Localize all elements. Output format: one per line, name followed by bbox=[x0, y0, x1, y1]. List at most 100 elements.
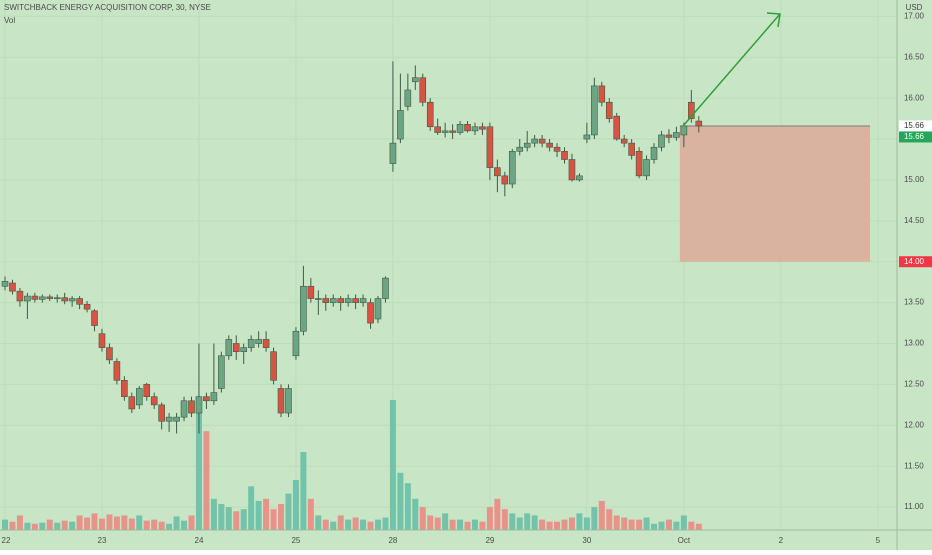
volume-bar bbox=[442, 513, 449, 530]
candle-body bbox=[464, 124, 471, 132]
volume-bar bbox=[98, 518, 105, 530]
volume-bar bbox=[494, 498, 501, 530]
volume-bar bbox=[46, 519, 53, 530]
volume-bar bbox=[24, 522, 31, 530]
candle-body bbox=[247, 339, 255, 348]
candle-body bbox=[404, 89, 412, 107]
volume-bar bbox=[516, 517, 523, 530]
volume-bar bbox=[69, 521, 76, 530]
candle-body bbox=[389, 142, 397, 164]
x-tick-label: 5 bbox=[876, 536, 881, 545]
volume-bar bbox=[91, 513, 98, 530]
candle-body bbox=[46, 296, 54, 299]
volume-bar bbox=[292, 480, 299, 530]
volume-bar bbox=[255, 500, 262, 530]
volume-bar bbox=[636, 519, 643, 530]
target-arrow bbox=[682, 13, 781, 127]
x-tick-label: 2 bbox=[779, 536, 784, 545]
volume-bar bbox=[1, 519, 8, 530]
volume-bar bbox=[524, 513, 531, 530]
y-tick-label: 11.00 bbox=[904, 502, 924, 511]
candle-body bbox=[628, 142, 635, 156]
candle-body bbox=[449, 130, 456, 133]
candle-body bbox=[359, 298, 367, 303]
candle-body bbox=[367, 302, 374, 324]
volume-bar bbox=[665, 519, 672, 530]
candle-body bbox=[292, 330, 300, 357]
candle-body bbox=[285, 388, 292, 414]
x-tick-label: 22 bbox=[2, 536, 11, 545]
volume-bar bbox=[203, 431, 210, 530]
candle-body bbox=[665, 134, 673, 138]
candle-body bbox=[277, 388, 285, 414]
x-tick-label: 25 bbox=[291, 536, 300, 545]
volume-bar bbox=[568, 517, 575, 530]
entry-price-tag-bg bbox=[899, 120, 932, 132]
candle-body bbox=[635, 151, 643, 177]
volume-bar bbox=[457, 519, 464, 530]
candle-body bbox=[218, 355, 225, 389]
volume-bar bbox=[285, 493, 292, 530]
volume-bar bbox=[621, 517, 628, 530]
volume-bar bbox=[375, 519, 382, 530]
volume-bar bbox=[673, 521, 680, 530]
candle-body bbox=[188, 400, 195, 414]
candle-body bbox=[68, 298, 76, 302]
volume-bar bbox=[539, 519, 546, 530]
candle-body bbox=[583, 134, 591, 140]
candle-body bbox=[412, 77, 419, 83]
candle-body bbox=[613, 115, 621, 140]
y-tick-label: 12.50 bbox=[904, 380, 925, 389]
position-layer bbox=[679, 125, 870, 262]
candle-body bbox=[9, 282, 16, 292]
volume-bar bbox=[479, 521, 486, 530]
x-tick-label: Oct bbox=[678, 536, 691, 545]
volume-bar bbox=[278, 504, 285, 530]
candle-body bbox=[158, 404, 165, 422]
volume-layer bbox=[1, 400, 702, 530]
volume-bar bbox=[121, 515, 128, 530]
volume-bar bbox=[591, 507, 598, 530]
volume-bar bbox=[501, 509, 508, 530]
candle-body bbox=[553, 146, 561, 152]
volume-bar bbox=[658, 521, 665, 530]
candle-body bbox=[113, 361, 121, 381]
y-tick-label: 16.50 bbox=[904, 52, 925, 61]
volume-bar bbox=[509, 513, 516, 530]
volume-bar bbox=[263, 498, 270, 530]
candle-body bbox=[456, 124, 464, 133]
volume-bar bbox=[583, 517, 590, 530]
candle-body bbox=[382, 277, 389, 299]
volume-bar bbox=[561, 519, 568, 530]
candle-body bbox=[180, 400, 188, 418]
x-tick-label: 30 bbox=[582, 536, 591, 545]
candle-body bbox=[315, 298, 322, 300]
candle-body bbox=[240, 347, 248, 352]
candle-body bbox=[210, 392, 218, 402]
volume-bar bbox=[531, 515, 538, 530]
candle-body bbox=[591, 85, 598, 136]
candle-body bbox=[546, 142, 553, 148]
candle-body bbox=[561, 151, 568, 160]
candle-layer bbox=[1, 61, 703, 434]
candle-body bbox=[673, 132, 680, 138]
candle-body bbox=[329, 298, 337, 303]
candle-body bbox=[150, 396, 158, 406]
y-tick-label: 12.00 bbox=[904, 420, 925, 429]
volume-bar bbox=[345, 519, 352, 530]
candle-body bbox=[322, 298, 330, 303]
candle-body bbox=[91, 310, 98, 326]
volume-bar bbox=[315, 515, 322, 530]
volume-bar bbox=[195, 400, 202, 530]
candle-body bbox=[165, 416, 173, 422]
y-tick-label: 15.00 bbox=[904, 175, 925, 184]
volume-bar bbox=[113, 516, 120, 530]
candle-body bbox=[300, 285, 307, 332]
volume-bar bbox=[471, 519, 478, 530]
volume-bar bbox=[382, 517, 389, 530]
volume-label: Vol bbox=[4, 16, 15, 25]
candle-body bbox=[523, 142, 531, 148]
